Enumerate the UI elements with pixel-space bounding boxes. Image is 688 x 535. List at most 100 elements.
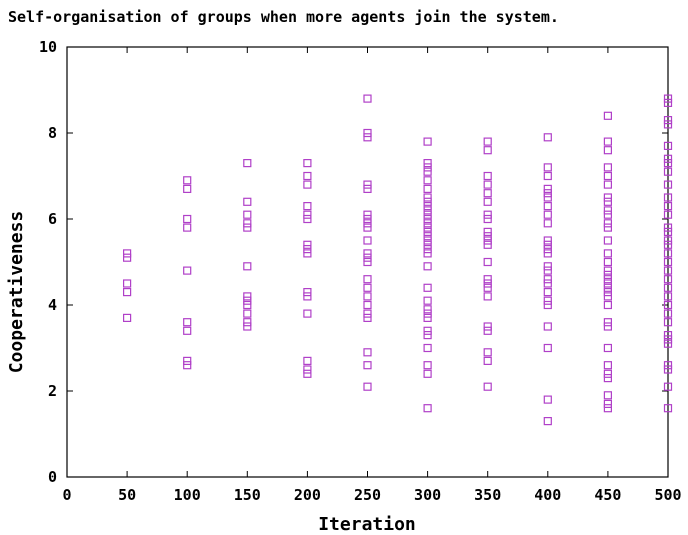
data-point bbox=[122, 279, 132, 288]
data-point bbox=[303, 288, 312, 297]
data-point bbox=[423, 206, 432, 215]
data-point bbox=[423, 219, 432, 228]
data-point bbox=[363, 361, 372, 370]
data-point bbox=[603, 193, 613, 202]
data-point bbox=[603, 266, 613, 275]
data-point bbox=[663, 404, 673, 413]
data-point bbox=[423, 245, 432, 254]
y-tick-label: 2 bbox=[48, 382, 57, 400]
chart-title: Self-organisation of groups when more ag… bbox=[8, 8, 559, 26]
data-point bbox=[483, 214, 492, 224]
data-point bbox=[363, 133, 372, 142]
data-point bbox=[543, 343, 552, 353]
data-point bbox=[363, 348, 372, 357]
data-point bbox=[243, 262, 252, 271]
data-point bbox=[603, 288, 613, 297]
data-point bbox=[663, 159, 673, 168]
data-point bbox=[603, 163, 613, 172]
data-point bbox=[423, 343, 432, 353]
y-tick-label: 0 bbox=[48, 468, 57, 486]
data-point bbox=[603, 279, 613, 288]
data-point bbox=[363, 257, 372, 267]
data-point bbox=[423, 313, 432, 322]
x-axis-label: Iteration bbox=[318, 514, 416, 535]
data-point bbox=[363, 292, 372, 301]
data-point bbox=[303, 210, 312, 219]
data-point bbox=[423, 163, 432, 172]
data-point bbox=[603, 210, 613, 219]
data-point bbox=[603, 275, 613, 284]
data-point bbox=[543, 202, 552, 211]
data-point bbox=[303, 171, 312, 181]
data-point bbox=[663, 335, 673, 344]
x-axis: 0 50 100 150 200 250 300 350 400 450 500 bbox=[62, 47, 682, 504]
y-tick-label: 8 bbox=[48, 124, 57, 142]
data-point bbox=[423, 210, 432, 219]
data-point bbox=[423, 240, 432, 249]
data-point bbox=[243, 322, 252, 331]
data-point bbox=[483, 257, 492, 267]
data-point bbox=[423, 249, 432, 258]
x-tick-label: 50 bbox=[118, 486, 136, 504]
data-point bbox=[183, 214, 192, 224]
data-point bbox=[603, 399, 613, 408]
data-point bbox=[243, 309, 252, 318]
data-point bbox=[663, 236, 673, 245]
data-point bbox=[483, 283, 492, 292]
data-point bbox=[122, 249, 132, 258]
data-point bbox=[243, 300, 252, 310]
x-tick-label: 150 bbox=[234, 486, 261, 504]
data-point bbox=[663, 361, 673, 370]
data-point bbox=[603, 236, 613, 245]
data-point bbox=[423, 305, 432, 314]
data-point bbox=[183, 223, 192, 232]
data-point bbox=[423, 326, 432, 335]
data-point bbox=[483, 275, 492, 284]
data-point bbox=[363, 184, 372, 193]
data-point bbox=[663, 141, 673, 150]
data-point bbox=[243, 159, 252, 168]
data-point bbox=[603, 374, 613, 383]
data-point bbox=[603, 391, 613, 400]
data-point bbox=[483, 137, 492, 146]
data-point bbox=[363, 253, 372, 262]
data-point bbox=[543, 279, 552, 288]
data-point bbox=[423, 236, 432, 245]
y-tick-label: 6 bbox=[48, 210, 57, 228]
data-point bbox=[663, 266, 673, 275]
data-point bbox=[303, 356, 312, 365]
data-point bbox=[483, 236, 492, 245]
data-point bbox=[423, 197, 432, 206]
data-point bbox=[363, 382, 372, 391]
data-point bbox=[363, 223, 372, 232]
data-point bbox=[663, 365, 673, 374]
data-point bbox=[363, 283, 372, 292]
data-point bbox=[483, 322, 492, 331]
y-tick-label: 4 bbox=[48, 296, 57, 314]
data-point bbox=[543, 417, 552, 426]
data-point bbox=[363, 236, 372, 245]
x-tick-label: 300 bbox=[414, 486, 441, 504]
data-point bbox=[483, 232, 492, 241]
data-point bbox=[483, 227, 492, 236]
data-point bbox=[663, 180, 673, 189]
data-point bbox=[603, 369, 613, 378]
data-point bbox=[603, 171, 613, 181]
data-point bbox=[543, 193, 552, 202]
data-point bbox=[423, 184, 432, 193]
data-point bbox=[183, 176, 192, 185]
data-point bbox=[663, 249, 673, 258]
data-point bbox=[423, 361, 432, 370]
data-point bbox=[423, 159, 432, 168]
data-point bbox=[183, 361, 192, 370]
data-point bbox=[663, 292, 673, 301]
data-point bbox=[603, 206, 613, 215]
data-point bbox=[603, 180, 613, 189]
data-point bbox=[423, 262, 432, 271]
data-point bbox=[663, 339, 673, 348]
data-point bbox=[543, 240, 552, 249]
data-point bbox=[483, 356, 492, 365]
data-point bbox=[183, 184, 192, 193]
data-point bbox=[603, 361, 613, 370]
